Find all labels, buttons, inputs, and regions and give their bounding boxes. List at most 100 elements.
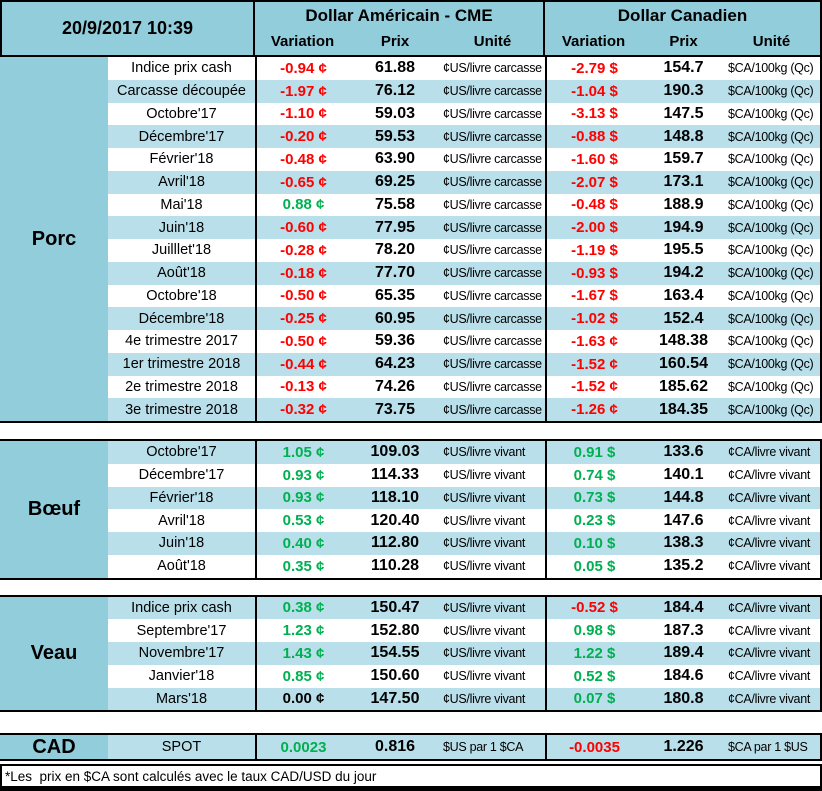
- ca-price-cell[interactable]: 194.9: [663, 218, 704, 236]
- us-unit-cell[interactable]: ¢US/livre vivant: [443, 646, 526, 661]
- ca-unit-cell[interactable]: $CA/100kg (Qc): [728, 106, 814, 121]
- ca-price-cell[interactable]: 159.7: [663, 150, 704, 168]
- cad-ca-unit-cell[interactable]: $CA par 1 $US: [728, 740, 808, 755]
- row-label-cell[interactable]: 1er trimestre 2018: [122, 356, 241, 373]
- us-unit-cell[interactable]: ¢US/livre vivant: [443, 513, 526, 528]
- us-price-cell[interactable]: 77.70: [374, 264, 416, 282]
- ca-variation-cell[interactable]: 0.52 $: [545, 664, 642, 688]
- ca-unit-cell[interactable]: ¢CA/livre vivant: [728, 559, 811, 574]
- us-price-cell[interactable]: 65.35: [374, 286, 416, 304]
- row-label-cell[interactable]: Carcasse découpée: [117, 83, 246, 100]
- ca-variation-cell[interactable]: -1.04 $: [545, 79, 642, 103]
- us-variation-cell[interactable]: 1.05 ¢: [255, 441, 350, 464]
- ca-price-cell[interactable]: 163.4: [663, 286, 704, 304]
- us-price-cell[interactable]: 110.28: [370, 557, 420, 575]
- ca-variation-cell[interactable]: 0.74 $: [545, 463, 642, 487]
- ca-unit-cell[interactable]: $CA/100kg (Qc): [728, 175, 814, 190]
- us-variation-cell[interactable]: 0.38 ¢: [255, 596, 350, 620]
- us-unit-cell[interactable]: ¢US/livre carcasse: [443, 84, 542, 99]
- ca-price-cell[interactable]: 195.5: [663, 241, 704, 259]
- ca-price-cell[interactable]: 184.4: [663, 598, 704, 616]
- us-unit-cell[interactable]: ¢US/livre carcasse: [443, 243, 542, 258]
- ca-variation-cell[interactable]: -1.52 ¢: [545, 352, 642, 376]
- ca-unit-cell[interactable]: $CA/100kg (Qc): [728, 357, 814, 372]
- row-label-cell[interactable]: Juilllet'18: [151, 242, 212, 259]
- ca-price-cell[interactable]: 194.2: [663, 264, 704, 282]
- us-price-cell[interactable]: 73.75: [374, 400, 416, 418]
- us-unit-cell[interactable]: ¢US/livre carcasse: [443, 379, 542, 394]
- us-price-cell[interactable]: 78.20: [374, 241, 416, 259]
- ca-price-cell[interactable]: 185.62: [659, 377, 708, 395]
- ca-price-cell[interactable]: 152.4: [663, 309, 704, 327]
- us-unit-cell[interactable]: ¢US/livre carcasse: [443, 175, 542, 190]
- us-variation-cell[interactable]: 0.88 ¢: [255, 193, 350, 217]
- row-label-cell[interactable]: Octobre'18: [146, 287, 217, 304]
- ca-price-cell[interactable]: 140.1: [663, 466, 704, 484]
- ca-price-cell[interactable]: 148.8: [663, 127, 704, 145]
- row-label-cell[interactable]: Indice prix cash: [131, 60, 232, 77]
- ca-unit-cell[interactable]: ¢CA/livre vivant: [728, 669, 811, 684]
- us-price-cell[interactable]: 59.03: [374, 104, 416, 122]
- ca-price-cell[interactable]: 187.3: [663, 621, 704, 639]
- us-variation-cell[interactable]: -1.97 ¢: [255, 79, 350, 103]
- us-price-cell[interactable]: 64.23: [374, 355, 416, 373]
- us-variation-cell[interactable]: 0.93 ¢: [255, 463, 350, 487]
- row-label-cell[interactable]: Août'18: [157, 558, 206, 575]
- ca-unit-cell[interactable]: ¢CA/livre vivant: [728, 490, 811, 505]
- ca-unit-cell[interactable]: $CA/100kg (Qc): [728, 152, 814, 167]
- ca-unit-cell[interactable]: $CA/100kg (Qc): [728, 243, 814, 258]
- row-label-cell[interactable]: Juin'18: [158, 535, 205, 552]
- us-unit-cell[interactable]: ¢US/livre vivant: [443, 669, 526, 684]
- us-variation-cell[interactable]: -0.18 ¢: [255, 261, 350, 285]
- us-price-cell[interactable]: 59.53: [374, 127, 416, 145]
- ca-unit-cell[interactable]: $CA/100kg (Qc): [728, 84, 814, 99]
- row-label-cell[interactable]: 2e trimestre 2018: [125, 378, 238, 395]
- ca-variation-cell[interactable]: -1.60 $: [545, 148, 642, 171]
- us-variation-cell[interactable]: -0.50 ¢: [255, 284, 350, 308]
- ca-price-cell[interactable]: 190.3: [663, 82, 704, 100]
- ca-unit-cell[interactable]: ¢CA/livre vivant: [728, 691, 811, 706]
- row-label-cell[interactable]: Septembre'17: [136, 622, 227, 639]
- ca-variation-cell[interactable]: 1.22 $: [545, 642, 642, 665]
- ca-unit-cell[interactable]: $CA/100kg (Qc): [728, 220, 814, 235]
- ca-unit-cell[interactable]: $CA/100kg (Qc): [728, 266, 814, 281]
- ca-unit-cell[interactable]: ¢CA/livre vivant: [728, 646, 811, 661]
- ca-unit-cell[interactable]: ¢CA/livre vivant: [728, 513, 811, 528]
- us-unit-cell[interactable]: ¢US/livre carcasse: [443, 288, 542, 303]
- cad-sublabel-cell[interactable]: SPOT: [161, 739, 202, 756]
- us-variation-cell[interactable]: 0.53 ¢: [255, 509, 350, 532]
- us-unit-cell[interactable]: ¢US/livre vivant: [443, 490, 526, 505]
- ca-unit-cell[interactable]: $CA/100kg (Qc): [728, 334, 814, 349]
- us-variation-cell[interactable]: -0.44 ¢: [255, 352, 350, 376]
- us-unit-cell[interactable]: ¢US/livre carcasse: [443, 106, 542, 121]
- ca-variation-cell[interactable]: 0.10 $: [545, 532, 642, 555]
- row-label-cell[interactable]: 3e trimestre 2018: [125, 401, 238, 418]
- us-price-cell[interactable]: 114.33: [370, 466, 420, 484]
- ca-unit-cell[interactable]: ¢CA/livre vivant: [728, 445, 811, 460]
- us-price-cell[interactable]: 76.12: [374, 82, 416, 100]
- ca-unit-cell[interactable]: ¢CA/livre vivant: [728, 536, 811, 551]
- ca-price-cell[interactable]: 138.3: [663, 534, 704, 552]
- us-variation-cell[interactable]: 1.23 ¢: [255, 619, 350, 642]
- ca-price-cell[interactable]: 180.8: [663, 689, 704, 707]
- ca-variation-cell[interactable]: 0.73 $: [545, 486, 642, 510]
- us-variation-cell[interactable]: -0.32 ¢: [255, 398, 350, 421]
- us-price-cell[interactable]: 75.58: [374, 195, 416, 213]
- us-unit-cell[interactable]: ¢US/livre carcasse: [443, 152, 542, 167]
- us-unit-cell[interactable]: ¢US/livre vivant: [443, 559, 526, 574]
- cad-ca-variation-cell[interactable]: -0.0035: [545, 735, 642, 760]
- ca-variation-cell[interactable]: -0.93 $: [545, 261, 642, 285]
- us-variation-cell[interactable]: 1.43 ¢: [255, 642, 350, 665]
- us-variation-cell[interactable]: -0.65 ¢: [255, 170, 350, 194]
- ca-variation-cell[interactable]: -1.02 $: [545, 307, 642, 330]
- ca-variation-cell[interactable]: -2.07 $: [545, 170, 642, 194]
- ca-unit-cell[interactable]: $CA/100kg (Qc): [728, 61, 814, 76]
- ca-unit-cell[interactable]: $CA/100kg (Qc): [728, 129, 814, 144]
- row-label-cell[interactable]: Avril'18: [158, 512, 205, 529]
- row-label-cell[interactable]: Août'18: [157, 265, 206, 282]
- ca-unit-cell[interactable]: $CA/100kg (Qc): [728, 197, 814, 212]
- us-price-cell[interactable]: 147.50: [370, 689, 420, 707]
- us-unit-cell[interactable]: ¢US/livre vivant: [443, 468, 526, 483]
- row-label-cell[interactable]: Mai'18: [160, 196, 203, 213]
- us-variation-cell[interactable]: -0.25 ¢: [255, 307, 350, 330]
